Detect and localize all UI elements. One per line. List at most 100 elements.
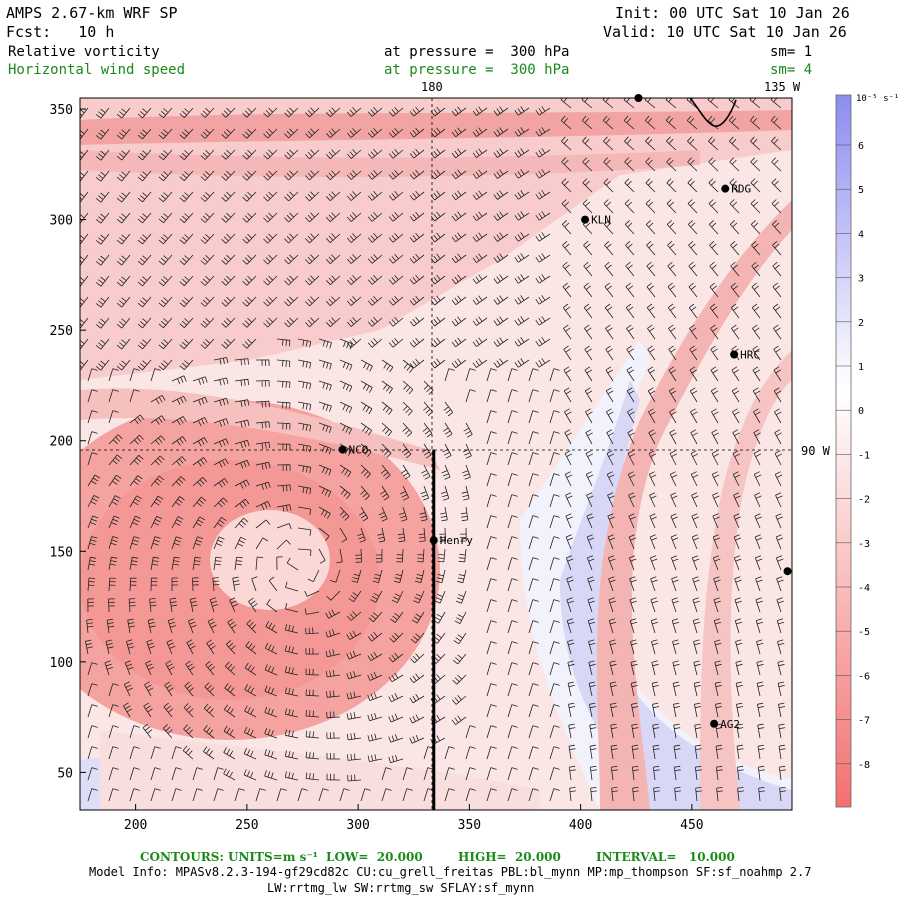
wind-barb [609, 639, 617, 655]
wind-barb [756, 660, 764, 676]
wind-barb [645, 157, 656, 172]
wind-barb [171, 375, 187, 385]
wind-barb [486, 431, 497, 445]
wind-barb [346, 611, 362, 621]
wind-barb [710, 324, 719, 340]
wind-barb [715, 765, 723, 781]
wind-barb [297, 422, 312, 432]
wind-barb [145, 660, 155, 676]
field2-level: at pressure = 300 hPa [384, 62, 570, 78]
wind-barb [367, 631, 383, 642]
wind-barb [116, 233, 131, 245]
wind-barb [116, 191, 131, 203]
wind-barb [325, 649, 341, 658]
station-label: KLN [591, 214, 611, 227]
wind-barb [507, 431, 518, 445]
wind-barb [708, 178, 719, 193]
wind-barb [381, 422, 393, 437]
wind-barb [708, 199, 719, 214]
contours-label: CONTOURS: [140, 850, 224, 864]
wind-barb [129, 746, 140, 760]
wind-barb [108, 704, 119, 718]
wind-barb [360, 464, 371, 479]
wind-barb [442, 422, 453, 438]
x-tick-label: 400 [569, 818, 592, 833]
wind-barb [507, 725, 518, 739]
wind-barb [351, 569, 362, 583]
wind-barb [603, 199, 614, 214]
wind-barb [129, 536, 140, 550]
wind-barb [305, 149, 320, 160]
wind-barb [150, 415, 166, 425]
wind-barb [255, 481, 271, 491]
wind-barb [87, 556, 97, 571]
wind-barb [711, 429, 719, 445]
wind-barb [128, 598, 136, 613]
wind-barb [360, 485, 370, 501]
wind-barb [276, 788, 287, 802]
wind-barb [535, 337, 551, 347]
wind-barb [263, 149, 278, 160]
wind-barb [486, 599, 497, 613]
wind-barb [200, 191, 215, 202]
wind-barb [305, 107, 320, 118]
wind-barb [137, 191, 152, 203]
lon-label-180: 180 [421, 80, 443, 94]
wind-barb [423, 401, 433, 417]
wind-barb [549, 536, 560, 550]
wind-barb [451, 127, 467, 138]
wind-barb [263, 212, 278, 223]
wind-barb [586, 492, 594, 508]
wind-barb [179, 359, 194, 370]
wind-barb [150, 455, 165, 466]
wind-barb [610, 723, 618, 739]
wind-barb [388, 148, 404, 159]
wind-barb [587, 576, 595, 592]
wind-barb [388, 693, 404, 703]
wind-barb [409, 106, 425, 117]
field2-smoothing: sm= 4 [770, 62, 813, 78]
wind-barb [549, 620, 560, 634]
wind-barb [418, 527, 426, 542]
wind-barb [326, 590, 341, 601]
wind-barb [400, 485, 410, 501]
wind-barb [179, 317, 194, 328]
wind-barb [778, 765, 786, 781]
wind-barb [357, 527, 366, 543]
wind-barb [535, 358, 551, 368]
wind-barb [409, 274, 425, 285]
wind-barb [144, 681, 154, 697]
wind-barb [691, 534, 700, 550]
wind-barb [255, 421, 270, 429]
wind-barb [244, 705, 257, 718]
wind-barb [297, 464, 312, 474]
wind-barb [757, 744, 765, 760]
wind-barb [771, 157, 782, 172]
wind-barb [608, 618, 617, 634]
wind-barb [213, 458, 229, 468]
wind-barb [339, 506, 350, 521]
wind-barb [242, 149, 257, 160]
wind-barb [325, 629, 341, 638]
wind-barb [264, 706, 278, 718]
wind-barb [87, 746, 98, 760]
wind-barb [444, 746, 455, 760]
wind-barb [452, 653, 467, 665]
wind-barb [735, 681, 743, 697]
wind-barb [528, 389, 539, 403]
wind-barb [207, 618, 217, 634]
wind-barb [263, 170, 278, 181]
wind-barb [276, 504, 292, 512]
wind-barb [409, 693, 425, 704]
wind-barb [710, 387, 719, 403]
wind-barb [204, 682, 215, 697]
wind-barb [493, 253, 509, 263]
wind-barb [774, 450, 783, 466]
wind-barb [370, 590, 383, 603]
wind-barb [688, 303, 698, 319]
coastline [689, 98, 737, 127]
wind-barb [276, 380, 291, 389]
wind-barb [284, 317, 299, 328]
wind-barb [582, 199, 593, 214]
wind-barb [398, 506, 408, 522]
